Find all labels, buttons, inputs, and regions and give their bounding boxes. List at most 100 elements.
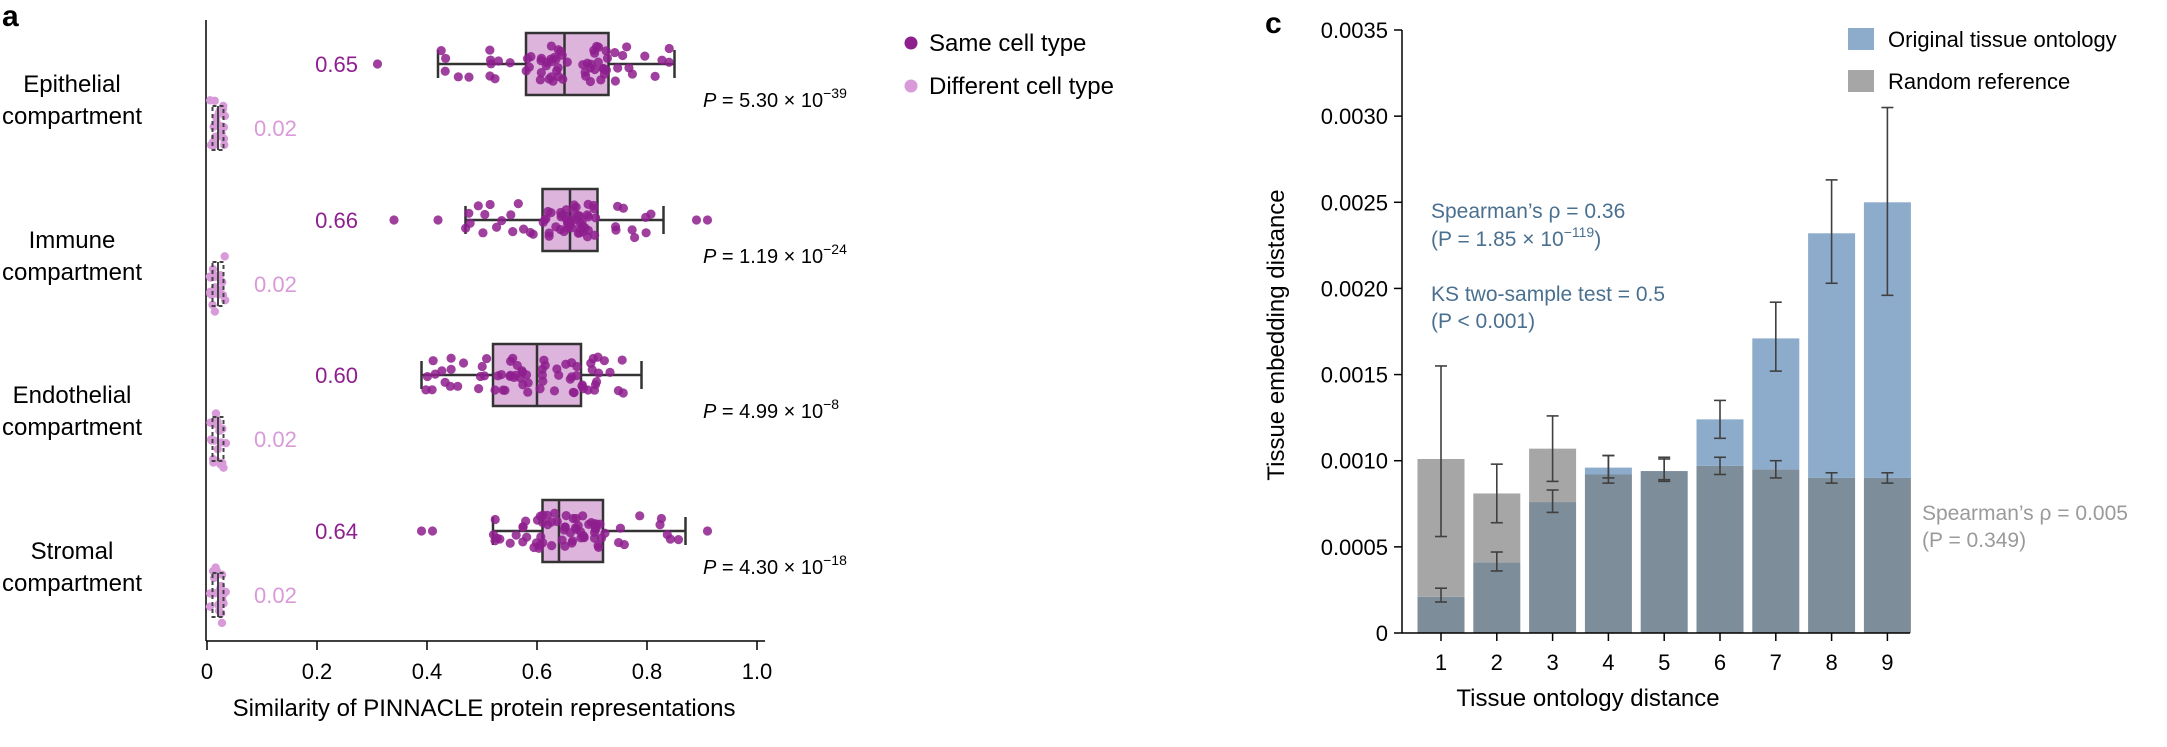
- x-tick-label: 7: [1770, 650, 1782, 675]
- data-point-same: [372, 59, 383, 69]
- x-ticks: 1 2 3 4 5 6 7 8 9: [1435, 633, 1894, 675]
- error-bars: [1435, 106, 1894, 603]
- p-exponent: −39: [823, 85, 847, 101]
- data-point-same: [506, 210, 516, 220]
- data-point-different: [208, 264, 218, 274]
- data-point-same: [473, 201, 483, 211]
- x-tick-label: 0.8: [632, 659, 663, 684]
- data-point-same: [562, 57, 572, 67]
- data-point-same: [552, 66, 562, 76]
- x-tick-label: 2: [1491, 650, 1503, 675]
- p-value: P = 4.99 × 10−8: [703, 396, 839, 423]
- p-text: = 4.99 × 10: [716, 401, 823, 423]
- legend-marker-same: [904, 36, 918, 50]
- y-ticks: 0 0.0005 0.0010 0.0015 0.0020 0.0025 0.0030 0.0…: [1321, 18, 1402, 646]
- y-tick-label: 0.0020: [1321, 276, 1388, 301]
- data-point-same: [485, 45, 495, 55]
- data-point-different: [214, 285, 224, 295]
- x-tick-label: 4: [1602, 650, 1614, 675]
- x-tick-label: 0: [201, 659, 213, 684]
- p-symbol: P: [703, 401, 717, 423]
- data-point-same: [590, 230, 600, 240]
- x-axis-label: Tissue ontology distance: [1456, 685, 1719, 712]
- data-point-different: [211, 409, 221, 418]
- data-point-same: [544, 228, 554, 238]
- data-point-same: [464, 208, 474, 218]
- data-point-same: [518, 537, 528, 547]
- data-point-same: [436, 46, 446, 56]
- data-point-same: [565, 374, 575, 384]
- data-point-same: [583, 212, 594, 222]
- data-point-same: [589, 533, 600, 543]
- legend-label-random: Random reference: [1888, 69, 2070, 94]
- data-point-same: [441, 53, 451, 64]
- panel-c-bar-chart: 0 0.0005 0.0010 0.0015 0.0020 0.0025 0.0030 0.0…: [1263, 18, 2128, 712]
- legend-marker-different: [904, 79, 918, 93]
- data-point-same: [618, 50, 628, 61]
- ks-test-p: (P < 0.001): [1431, 310, 1535, 333]
- data-point-same: [480, 209, 490, 220]
- data-point-same: [568, 536, 578, 546]
- data-point-same: [490, 514, 500, 525]
- x-tick-label: 0.4: [412, 659, 443, 684]
- data-point-same: [511, 530, 521, 540]
- data-point-same: [591, 213, 601, 223]
- data-point-same: [515, 373, 526, 383]
- mean-label-different: 0.02: [254, 427, 297, 452]
- data-point-same: [624, 63, 634, 73]
- mean-label-same: 0.65: [315, 52, 358, 77]
- legend: Same cell type Different cell type: [904, 30, 1114, 100]
- data-point-same: [427, 385, 437, 395]
- data-point-same: [512, 360, 522, 371]
- category-label-line2: compartment: [2, 259, 142, 286]
- data-point-same: [575, 224, 585, 234]
- data-point-same: [505, 58, 515, 68]
- data-point-different: [219, 122, 229, 132]
- data-point-same: [458, 358, 469, 368]
- y-tick-label: 0.0005: [1321, 535, 1388, 560]
- legend-swatch-random: [1848, 70, 1874, 92]
- mean-label-different: 0.02: [254, 583, 297, 608]
- data-point-same: [599, 69, 610, 79]
- data-point-same: [549, 386, 560, 396]
- x-tick-label: 0.6: [522, 659, 553, 684]
- data-point-same: [627, 225, 637, 235]
- orig-spearman-text: Spearman’s ρ = 0.36: [1431, 200, 1625, 223]
- p-value: P = 5.30 × 10−39: [703, 85, 847, 112]
- data-point-same: [589, 203, 599, 214]
- legend: Original tissue ontology Random referenc…: [1848, 27, 2117, 94]
- data-point-same: [461, 223, 471, 233]
- data-point-same: [571, 513, 581, 524]
- box-different: [211, 416, 225, 462]
- data-point-same: [485, 199, 495, 210]
- category-label-line1: Stromal: [31, 538, 114, 565]
- data-point-same: [493, 56, 504, 66]
- orig-p-suffix: ): [1594, 228, 1601, 251]
- data-point-same: [453, 72, 463, 82]
- data-point-same: [596, 533, 607, 543]
- data-point-same: [535, 384, 545, 394]
- category-label-line2: compartment: [2, 103, 142, 130]
- data-point-same: [640, 51, 650, 61]
- p-text: = 4.30 × 10: [716, 557, 823, 579]
- data-point-same: [589, 385, 600, 395]
- data-point-same: [546, 208, 556, 218]
- data-point-same: [440, 377, 450, 387]
- p-symbol: P: [703, 557, 717, 579]
- data-point-different: [209, 458, 218, 467]
- y-tick-label: 0.0025: [1321, 190, 1388, 215]
- groups: Epithelial compartment 0.65 0.02 P = 5.30 × …: [2, 31, 847, 628]
- orig-p-exponent: −119: [1564, 224, 1595, 240]
- data-point-same: [536, 67, 546, 78]
- data-point-same: [482, 354, 492, 364]
- data-point-same: [490, 385, 500, 395]
- data-point-same: [610, 47, 620, 58]
- x-axis: 0 0.2 0.4 0.6 0.8 1.0 Similarity of PINNACLE …: [201, 640, 772, 722]
- data-point-same: [556, 207, 566, 218]
- data-point-same: [543, 520, 553, 530]
- data-point-same: [479, 371, 490, 381]
- mean-label-different: 0.02: [254, 272, 297, 297]
- y-tick-label: 0.0010: [1321, 449, 1388, 474]
- data-point-same: [416, 526, 427, 536]
- data-point-same: [427, 526, 438, 536]
